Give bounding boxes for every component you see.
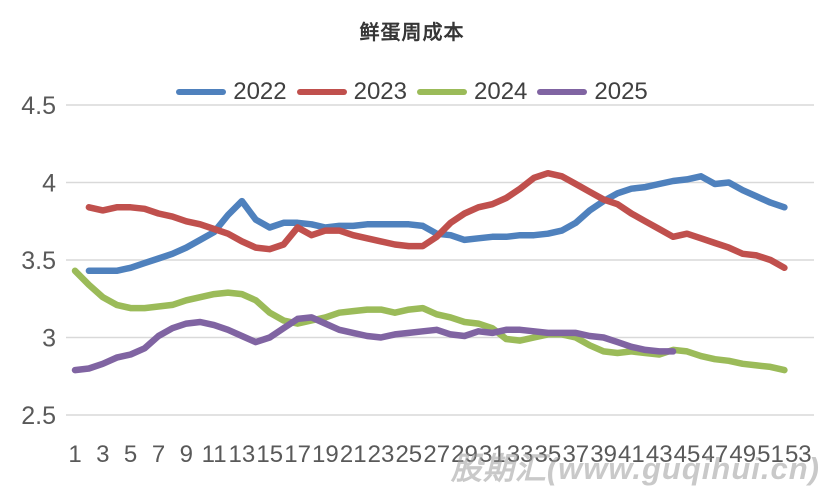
svg-text:4.5: 4.5 — [21, 92, 56, 120]
legend-swatch-2023 — [296, 89, 347, 95]
legend-swatch-2025 — [537, 89, 588, 95]
svg-text:51: 51 — [757, 441, 784, 468]
svg-text:11: 11 — [202, 441, 227, 468]
y-gridlines — [66, 104, 814, 416]
svg-text:1: 1 — [68, 441, 81, 468]
legend-label-2023: 2023 — [353, 78, 407, 105]
svg-text:47: 47 — [702, 441, 729, 468]
svg-text:9: 9 — [180, 441, 193, 468]
svg-text:37: 37 — [562, 441, 589, 468]
svg-text:13: 13 — [229, 441, 256, 468]
legend-label-2022: 2022 — [233, 78, 287, 105]
svg-text:7: 7 — [152, 441, 165, 468]
svg-text:4: 4 — [42, 170, 56, 198]
svg-text:27: 27 — [423, 441, 450, 468]
svg-text:3: 3 — [96, 441, 109, 468]
svg-text:43: 43 — [646, 441, 673, 468]
svg-text:39: 39 — [590, 441, 617, 468]
svg-text:53: 53 — [785, 441, 812, 468]
chart-legend: 2022 2023 2024 2025 — [0, 78, 824, 106]
legend-swatch-2024 — [417, 89, 467, 95]
legend-item-2023: 2023 — [296, 78, 407, 106]
svg-text:19: 19 — [312, 441, 339, 468]
svg-text:17: 17 — [284, 441, 311, 468]
svg-text:21: 21 — [340, 441, 367, 468]
svg-text:49: 49 — [729, 441, 756, 468]
series-line-2025 — [71, 314, 677, 374]
svg-text:5: 5 — [124, 441, 137, 468]
legend-item-2022: 2022 — [176, 78, 287, 106]
svg-text:3.5: 3.5 — [21, 247, 56, 275]
svg-text:41: 41 — [618, 441, 645, 468]
legend-item-2024: 2024 — [417, 78, 527, 106]
legend-label-2024: 2024 — [474, 78, 528, 105]
legend-label-2025: 2025 — [594, 78, 648, 105]
svg-text:15: 15 — [256, 441, 283, 468]
legend-item-2025: 2025 — [537, 78, 648, 106]
svg-text:2.5: 2.5 — [21, 402, 56, 430]
svg-text:31: 31 — [479, 441, 506, 468]
svg-text:29: 29 — [451, 441, 478, 468]
chart-title: 鲜蛋周成本 — [359, 22, 465, 44]
svg-text:45: 45 — [674, 441, 701, 468]
legend-swatch-2022 — [176, 89, 227, 95]
svg-text:35: 35 — [535, 441, 562, 468]
x-axis-labels: 1 3 5 7 9 11 13 15 17 19 21 23 25 27 29 31 33 35 37 39 41 43 4… — [68, 441, 811, 468]
series-line-2023 — [85, 169, 788, 272]
svg-text:23: 23 — [368, 441, 395, 468]
svg-text:25: 25 — [395, 441, 422, 468]
y-axis-labels: 2.5 3 3.5 4 4.5 — [21, 92, 56, 430]
svg-text:3: 3 — [42, 325, 56, 353]
svg-text:33: 33 — [507, 441, 534, 468]
series-line-2024 — [71, 267, 788, 374]
